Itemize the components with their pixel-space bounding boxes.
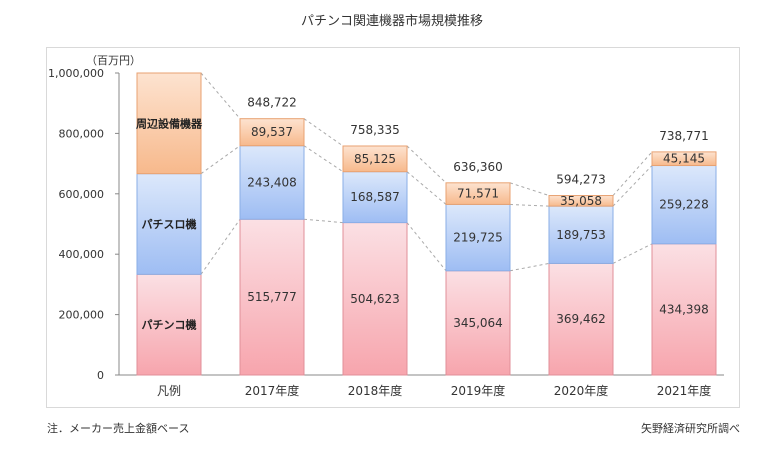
y-tick-label: 0 <box>97 369 104 382</box>
total-label: 594,273 <box>556 173 606 187</box>
bar-segment <box>445 270 511 376</box>
x-category-label: 2021年度 <box>657 383 712 398</box>
connector-line <box>509 182 550 197</box>
y-tick-label: 600,000 <box>59 188 105 201</box>
data-label: 504,623 <box>350 292 400 306</box>
bar-segment <box>548 262 614 376</box>
x-category-label: 凡例 <box>157 384 181 398</box>
y-tick-label: 400,000 <box>59 248 105 261</box>
legend-segment <box>136 72 202 175</box>
legend-segment <box>136 273 202 376</box>
connector-line <box>303 118 344 147</box>
x-category-label: 2019年度 <box>451 383 506 398</box>
y-axis-unit-label: （百万円） <box>86 54 141 67</box>
data-label: 345,064 <box>453 316 503 330</box>
connector-line <box>612 151 653 196</box>
data-label: 515,777 <box>247 290 297 304</box>
bar-segment <box>651 165 717 245</box>
connector-line <box>406 222 447 272</box>
bar-segment <box>342 222 408 376</box>
bar-segment <box>651 243 717 376</box>
y-tick-label: 1,000,000 <box>48 67 104 80</box>
connector-line <box>509 203 550 207</box>
y-tick-label: 800,000 <box>59 127 105 140</box>
connector-line <box>509 262 550 272</box>
bar-segment <box>342 171 408 224</box>
legend-label: パチスロ機 <box>142 217 197 231</box>
legend-label: パチンコ機 <box>142 318 197 332</box>
data-label: 243,408 <box>247 175 297 189</box>
total-label: 636,360 <box>453 160 503 174</box>
legend-label: 周辺設備機器 <box>136 116 203 130</box>
data-label: 35,058 <box>560 194 602 208</box>
data-label: 71,571 <box>457 187 499 201</box>
data-label: 168,587 <box>350 190 400 204</box>
connector-line <box>200 218 241 275</box>
bar-segment <box>239 145 305 220</box>
bar-segment <box>445 203 511 272</box>
footnote: 注．メーカー売上金額ベース <box>47 422 190 435</box>
data-label: 89,537 <box>251 125 293 139</box>
connector-line <box>303 218 344 224</box>
x-category-label: 2020年度 <box>554 383 609 398</box>
bar-segment <box>651 151 717 167</box>
data-label: 219,725 <box>453 231 503 245</box>
connector-line <box>406 145 447 184</box>
legend-segment <box>136 173 202 275</box>
connector-line <box>612 165 653 207</box>
bar-segment <box>239 218 305 376</box>
data-label: 189,753 <box>556 228 606 242</box>
total-label: 738,771 <box>659 129 709 143</box>
y-tick-label: 200,000 <box>59 309 105 322</box>
x-category-label: 2017年度 <box>245 383 300 398</box>
data-label: 45,145 <box>663 152 705 166</box>
connector-line <box>406 171 447 205</box>
bar-segment <box>548 205 614 264</box>
total-label: 848,722 <box>247 96 297 110</box>
source-note: 矢野経済研究所調べ <box>641 422 740 435</box>
connector-line <box>612 243 653 264</box>
bar-segment <box>239 118 305 147</box>
bar-segment <box>548 195 614 207</box>
chart-title: パチンコ関連機器市場規模推移 <box>300 14 483 29</box>
bar-segment <box>342 145 408 173</box>
data-label: 434,398 <box>659 302 709 316</box>
data-label: 369,462 <box>556 312 606 326</box>
total-label: 758,335 <box>350 123 400 137</box>
connector-line <box>200 72 241 120</box>
bar-segment <box>445 182 511 205</box>
data-label: 259,228 <box>659 198 709 212</box>
data-label: 85,125 <box>354 152 396 166</box>
connector-line <box>303 145 344 173</box>
x-category-label: 2018年度 <box>348 383 403 398</box>
connector-line <box>200 145 241 175</box>
